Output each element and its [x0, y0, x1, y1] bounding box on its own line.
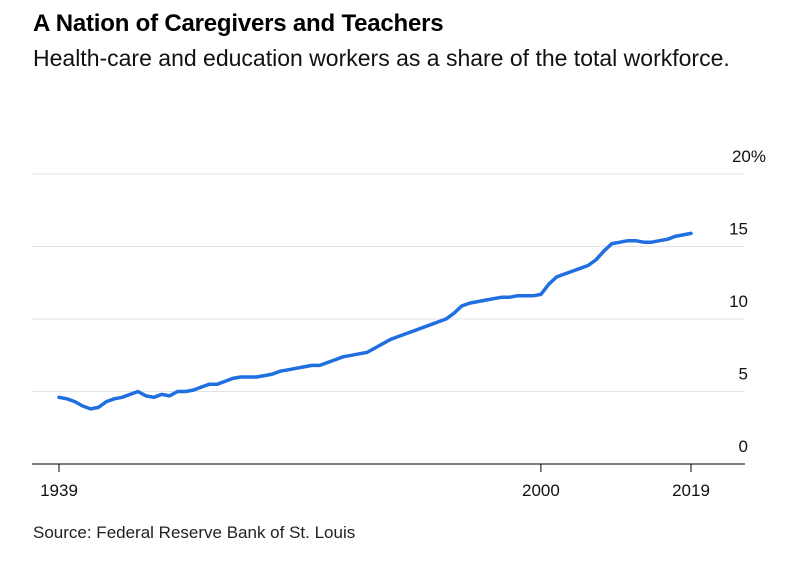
- y-tick-label-15: 15: [729, 220, 748, 239]
- y-tick-label-20: 20%: [732, 147, 766, 166]
- x-tick-label-2019: 2019: [672, 481, 710, 500]
- series-line-0: [57, 231, 693, 411]
- x-ticks: 1939 2000 2019: [40, 464, 710, 500]
- chart-title: A Nation of Caregivers and Teachers: [33, 10, 444, 37]
- y-tick-labels: 0 5 10 15 20%: [729, 147, 766, 456]
- y-gridlines: [32, 173, 745, 392]
- series-group: [57, 231, 693, 411]
- y-tick-label-0: 0: [739, 437, 748, 456]
- y-tick-label-10: 10: [729, 292, 748, 311]
- x-tick-label-2000: 2000: [522, 481, 560, 500]
- x-tick-label-1939: 1939: [40, 481, 78, 500]
- source-note: Source: Federal Reserve Bank of St. Loui…: [33, 523, 356, 542]
- y-tick-label-5: 5: [739, 365, 748, 384]
- chart-subtitle: Health-care and education workers as a s…: [33, 45, 730, 71]
